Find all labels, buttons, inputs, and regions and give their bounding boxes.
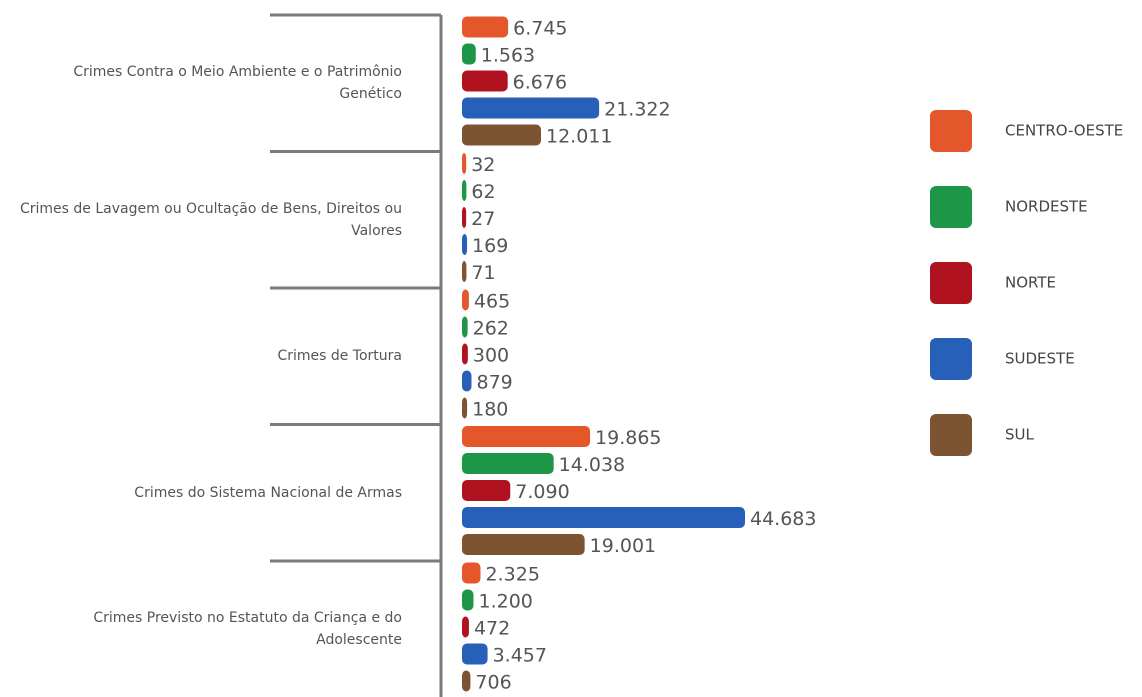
bar <box>462 643 488 665</box>
bar <box>462 534 585 555</box>
bar <box>462 207 467 228</box>
value-label: 19.865 <box>595 427 661 449</box>
value-label: 27 <box>471 208 495 230</box>
bar <box>462 16 509 38</box>
legend-label: SUL <box>1005 426 1035 444</box>
legend-swatch <box>930 110 972 152</box>
bar <box>462 370 472 392</box>
bar <box>462 562 481 584</box>
bar <box>462 43 476 65</box>
value-label: 472 <box>474 618 510 640</box>
bar <box>462 153 467 174</box>
value-label: 180 <box>472 399 508 421</box>
value-label: 300 <box>473 345 509 367</box>
bar <box>462 180 467 201</box>
value-label: 44.683 <box>750 508 816 530</box>
category-label: Crimes de Tortura <box>277 348 402 365</box>
legend-label: NORTE <box>1005 274 1056 292</box>
value-label: 6.676 <box>513 72 567 94</box>
legend-label: SUDESTE <box>1005 350 1075 368</box>
value-label: 2.325 <box>486 564 540 586</box>
bar <box>462 507 745 528</box>
value-label: 21.322 <box>604 99 670 121</box>
value-label: 62 <box>471 181 495 203</box>
value-label: 19.001 <box>590 535 656 557</box>
bar <box>462 670 471 692</box>
category-label: Crimes Contra o Meio Ambiente e o Patrim… <box>73 64 402 103</box>
value-label: 879 <box>476 372 512 394</box>
value-label: 32 <box>471 154 495 176</box>
bar <box>462 480 511 501</box>
legend-swatch <box>930 186 972 228</box>
value-label: 465 <box>474 291 510 313</box>
category-label: Crimes do Sistema Nacional de Armas <box>134 484 402 501</box>
bar <box>462 426 591 447</box>
legend-label: CENTRO-OESTE <box>1005 122 1123 140</box>
value-label: 706 <box>475 672 511 694</box>
value-label: 12.011 <box>546 126 612 148</box>
bar <box>462 616 469 638</box>
category-label: Crimes Previsto no Estatuto da Criança e… <box>93 610 402 649</box>
value-label: 169 <box>472 235 508 257</box>
category-label: Crimes de Lavagem ou Ocultação de Bens, … <box>19 200 402 239</box>
bar <box>462 289 469 311</box>
value-label: 14.038 <box>559 454 625 476</box>
legend-swatch <box>930 262 972 304</box>
value-label: 3.457 <box>493 645 547 667</box>
legend-swatch <box>930 414 972 456</box>
value-label: 1.563 <box>481 45 535 67</box>
bar <box>462 397 468 419</box>
value-label: 1.200 <box>478 591 532 613</box>
bar <box>462 316 468 338</box>
bar <box>462 124 541 146</box>
bar <box>462 453 554 474</box>
value-label: 71 <box>471 262 495 284</box>
legend-label: NORDESTE <box>1005 198 1088 216</box>
bar <box>462 70 508 92</box>
value-label: 6.745 <box>513 18 567 40</box>
bar <box>462 234 468 255</box>
bar <box>462 343 468 365</box>
bar <box>462 97 600 119</box>
legend-swatch <box>930 338 972 380</box>
value-label: 7.090 <box>515 481 569 503</box>
value-label: 262 <box>473 318 509 340</box>
bar <box>462 261 467 282</box>
bar <box>462 589 474 611</box>
